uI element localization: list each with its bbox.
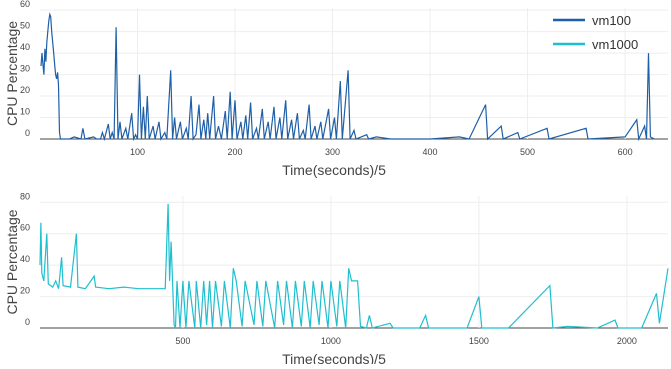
- y-tick-label: 20: [20, 286, 30, 296]
- y-tick-label: 80: [20, 191, 30, 201]
- x-tick-label: 500: [520, 147, 535, 157]
- x-tick-label: 1500: [469, 336, 489, 346]
- x-tick-label: 200: [228, 147, 243, 157]
- legend-label: vm100: [592, 13, 631, 28]
- x-tick-label: 600: [618, 147, 633, 157]
- y-tick-label: 40: [20, 254, 30, 264]
- legend-label: vm1000: [592, 37, 638, 52]
- x-tick-label: 300: [325, 147, 340, 157]
- y-axis-title: CPU Percentage: [4, 209, 20, 314]
- series-line: [40, 12, 655, 142]
- x-tick-label: 2000: [617, 336, 637, 346]
- y-axis-title: CPU Percentage: [4, 21, 20, 126]
- y-tick-label: 20: [20, 85, 30, 95]
- x-tick-label: 500: [175, 336, 190, 346]
- x-tick-label: 400: [423, 147, 438, 157]
- y-tick-label: 10: [20, 107, 30, 117]
- series-line: [39, 203, 669, 329]
- y-tick-label: 0: [25, 317, 30, 327]
- y-tick-label: 30: [20, 64, 30, 74]
- y-tick-label: 0: [25, 128, 30, 138]
- x-axis-title: Time(seconds)/5: [282, 162, 386, 178]
- x-axis-title: Time(seconds)/5: [282, 351, 386, 364]
- y-tick-label: 50: [20, 21, 30, 31]
- y-tick-label: 60: [20, 223, 30, 233]
- x-tick-label: 1000: [321, 336, 341, 346]
- y-tick-label: 60: [20, 0, 30, 9]
- x-tick-label: 100: [130, 147, 145, 157]
- y-tick-label: 40: [20, 42, 30, 52]
